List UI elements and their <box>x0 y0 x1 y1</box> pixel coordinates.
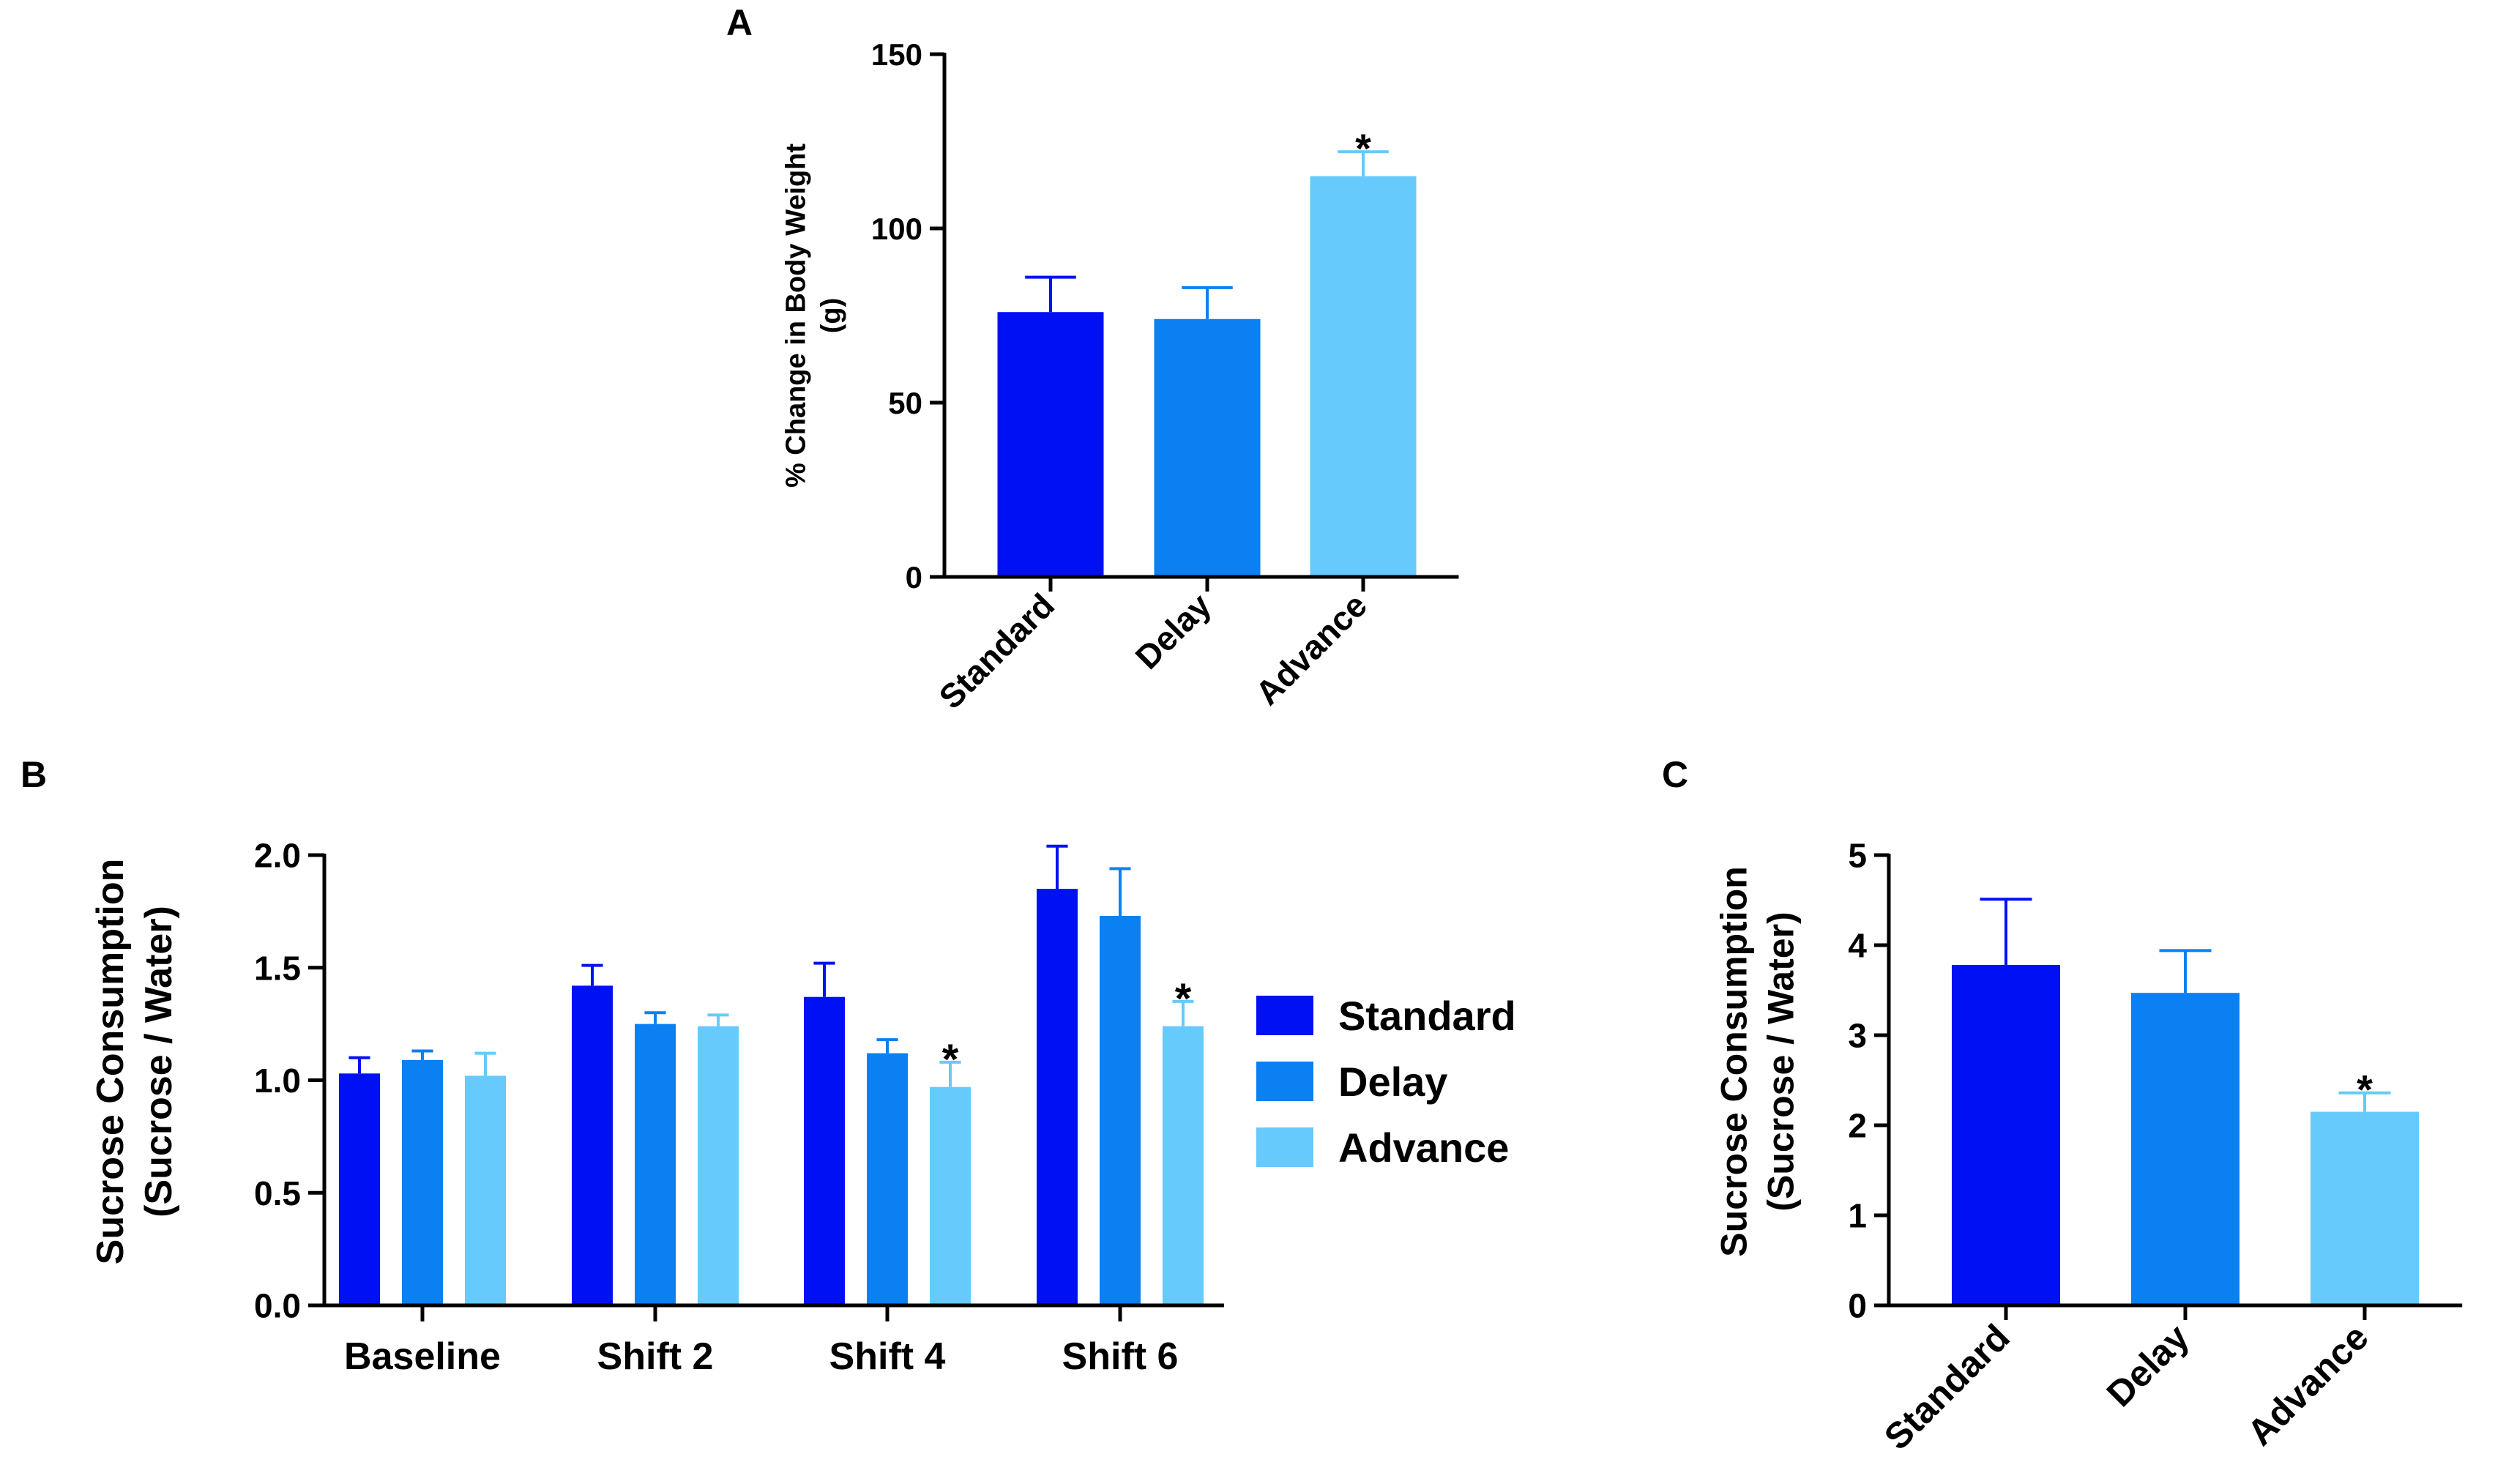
y-tick-label: 3 <box>1848 1017 1867 1055</box>
y-tick-label: 0 <box>1848 1287 1867 1325</box>
y-axis-title-line: % Change in Body Weight <box>780 143 811 488</box>
bar-standard <box>1952 965 2060 1305</box>
y-axis-title-line: (Sucrose / Water) <box>138 906 180 1218</box>
bar-advance-baseline <box>465 1075 506 1305</box>
bar-advance-shift-2 <box>698 1026 739 1305</box>
y-axis-title: Sucrose Consumption (Sucrose / Water) <box>1714 866 1802 1256</box>
x-tick-label-shift-2: Shift 2 <box>597 1335 714 1378</box>
y-axis-title: % Change in Body Weight (g) <box>780 143 846 488</box>
significance-marker-advance-shift-6: * <box>1175 975 1192 1023</box>
legend-label-delay: Delay <box>1338 1059 1447 1105</box>
panel-a: A * 0 50 100 150 Standard Delay Advance % Change … <box>726 2 1459 716</box>
bar-standard-shift-4 <box>804 996 845 1305</box>
bar-standard <box>997 312 1104 577</box>
significance-marker-advance: * <box>1355 125 1371 171</box>
y-axis-title-line: Sucrose Consumption <box>89 859 132 1265</box>
bar-delay <box>1154 318 1261 577</box>
y-axis-title-line: (g) <box>816 298 846 334</box>
bar-standard-baseline <box>339 1073 380 1305</box>
y-tick-label: 0.0 <box>254 1287 301 1325</box>
significance-marker-advance-shift-4: * <box>942 1036 959 1084</box>
significance-marker-advance: * <box>2357 1067 2373 1113</box>
panel-label-c: C <box>1662 754 1688 795</box>
bar-delay <box>2131 993 2239 1305</box>
bar-delay-shift-2 <box>635 1023 676 1305</box>
y-tick-label: 0.5 <box>254 1174 301 1212</box>
y-axis-title: Sucrose Consumption (Sucrose / Water) <box>89 859 180 1265</box>
bar-delay-baseline <box>402 1059 443 1305</box>
bar-advance-shift-6 <box>1163 1026 1204 1305</box>
y-axis-title-line: (Sucrose / Water) <box>1761 911 1802 1211</box>
x-tick-label-delay: Delay <box>2099 1316 2197 1414</box>
x-tick-label-standard: Standard <box>931 586 1062 716</box>
legend-label-standard: Standard <box>1338 993 1516 1039</box>
y-tick-label: 100 <box>871 212 922 246</box>
legend-label-advance: Advance <box>1338 1125 1509 1171</box>
y-tick-label: 0 <box>906 560 922 594</box>
x-tick-label-baseline: Baseline <box>344 1335 501 1378</box>
x-tick-label-advance: Advance <box>2239 1316 2376 1453</box>
x-tick-label-shift-4: Shift 4 <box>829 1335 946 1378</box>
y-axis-title-line: Sucrose Consumption <box>1714 866 1755 1256</box>
x-tick-label-shift-6: Shift 6 <box>1062 1335 1179 1378</box>
legend: Standard Delay Advance <box>1256 993 1516 1171</box>
bar-delay-shift-6 <box>1100 916 1141 1305</box>
bar-standard-shift-6 <box>1037 889 1078 1305</box>
y-tick-label: 1 <box>1848 1197 1867 1235</box>
y-tick-label: 1.5 <box>254 949 301 987</box>
panel-c: C * 0 1 2 3 4 5 Standard Delay Advance Sucrose Cons… <box>1662 754 2463 1458</box>
bar-advance <box>1310 176 1417 578</box>
y-tick-label: 2.0 <box>254 837 301 875</box>
bar-standard-shift-2 <box>572 985 613 1305</box>
panel-label-b: B <box>20 754 47 795</box>
legend-swatch-delay <box>1256 1062 1313 1101</box>
y-tick-label: 2 <box>1848 1107 1867 1145</box>
panel-b: B * * 0.0 0.5 1.0 1.5 2.0 Baseline Shift 2 Shift 4… <box>20 754 1224 1378</box>
legend-swatch-advance <box>1256 1127 1313 1167</box>
bar-advance <box>2311 1111 2419 1305</box>
y-tick-label: 4 <box>1848 927 1867 965</box>
y-tick-label: 5 <box>1848 837 1867 875</box>
y-tick-label: 1.0 <box>254 1062 301 1100</box>
bar-delay-shift-4 <box>867 1053 908 1305</box>
y-tick-label: 50 <box>888 386 922 420</box>
x-tick-label-delay: Delay <box>1128 586 1219 676</box>
bar-advance-shift-4 <box>930 1086 971 1305</box>
x-tick-label-standard: Standard <box>1876 1316 2018 1458</box>
x-tick-label-advance: Advance <box>1248 586 1374 712</box>
y-tick-label: 150 <box>871 37 922 72</box>
panel-label-a: A <box>726 2 753 43</box>
legend-swatch-standard <box>1256 996 1313 1035</box>
